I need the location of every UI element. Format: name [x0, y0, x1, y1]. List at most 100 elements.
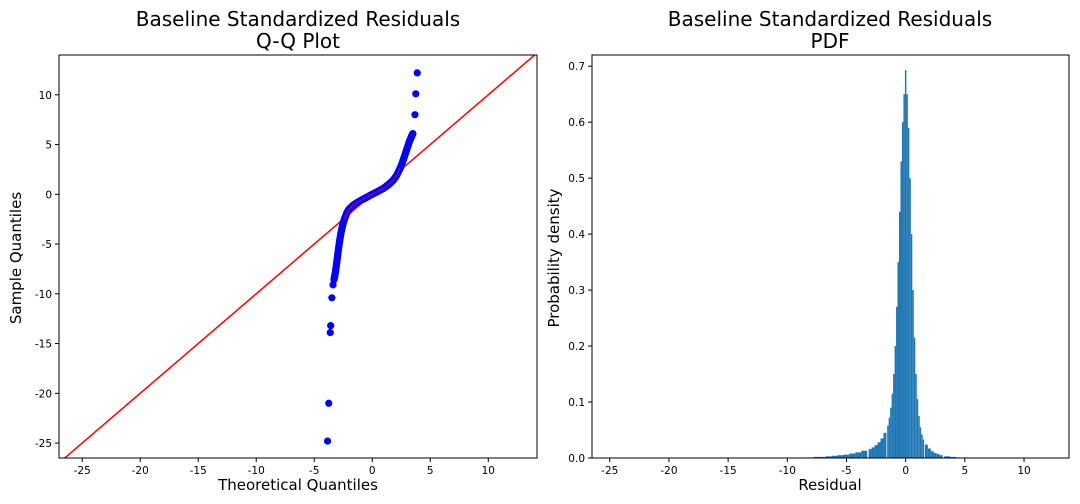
qq-plot-ticks: -25 -20 -15 -10 -5 0 5 10 -25 -20 -15 -10 -5 0 5 10	[35, 90, 495, 477]
qq-point-overlap-trace	[352, 202, 357, 207]
histogram-bar	[936, 454, 940, 458]
histogram-bar	[944, 456, 951, 458]
qq-plot-title-line-2: Q-Q Plot	[256, 29, 340, 53]
pdf-y-tick-label: 0.0	[568, 453, 585, 465]
histogram-bar	[868, 449, 872, 458]
pdf-x-tick-label: 0	[902, 465, 909, 477]
pdf-x-axis-label: Residual	[798, 476, 861, 494]
histogram-bar	[837, 455, 844, 458]
histogram-bar	[831, 455, 838, 458]
histogram-bar	[843, 454, 850, 458]
histogram-bar	[825, 456, 832, 458]
pdf-y-axis-label: Probability density	[545, 188, 563, 327]
qq-y-tick-label: 0	[45, 189, 52, 201]
histogram-bar	[910, 234, 913, 458]
qq-point	[323, 437, 332, 445]
qq-point-overlap-trace	[343, 213, 348, 220]
pdf-x-tick-label: -25	[601, 465, 618, 477]
histogram-bar	[903, 94, 905, 459]
histogram-bar	[909, 178, 911, 458]
qq-point-overlap-trace	[396, 168, 401, 176]
histogram-bar	[918, 416, 920, 458]
qq-point-overlap-trace	[383, 184, 389, 189]
histogram-bar	[933, 452, 937, 458]
qq-y-tick-label: 10	[39, 90, 52, 102]
qq-point	[409, 130, 417, 138]
histogram-bar	[855, 452, 862, 458]
qq-point-overlap-trace	[378, 187, 385, 192]
histogram-bar	[913, 337, 916, 458]
histogram-bar	[916, 399, 919, 458]
pdf-x-tick-label: 10	[1017, 465, 1030, 477]
histogram-bar	[922, 439, 925, 458]
pdf-title-line-2: PDF	[811, 29, 850, 53]
qq-point	[325, 399, 333, 407]
histogram-bar	[904, 70, 907, 459]
qq-reference-line	[63, 55, 536, 458]
qq-x-tick-label: 5	[427, 465, 434, 477]
qq-point-overlap-trace	[365, 195, 371, 199]
qq-point-overlap-trace	[360, 197, 366, 201]
histogram-bar	[907, 127, 910, 458]
qq-x-tick-label: -10	[248, 465, 265, 477]
qq-y-tick-label: -15	[35, 339, 52, 351]
histogram-bar	[899, 211, 901, 458]
histogram-bar	[927, 448, 931, 458]
histogram-bar	[890, 407, 892, 458]
histogram-bar	[874, 445, 878, 458]
qq-point-overlap-trace	[348, 205, 353, 210]
qq-point	[412, 90, 420, 98]
qq-point-overlap-trace	[369, 192, 375, 196]
qq-x-tick-label: 0	[369, 465, 376, 477]
qq-y-tick-label: 5	[45, 140, 52, 152]
histogram-bar	[900, 161, 902, 458]
qq-point	[413, 69, 421, 77]
pdf-x-tick-label: -20	[660, 465, 677, 477]
pdf-title-line-1: Baseline Standardized Residuals	[668, 7, 992, 31]
pdf-panel: Baseline Standardized Residuals PDF Resi…	[545, 7, 1070, 494]
qq-point-overlap-trace	[346, 208, 350, 214]
histogram-bar	[887, 425, 889, 458]
pdf-y-tick-label: 0.6	[568, 117, 585, 129]
pdf-x-tick-label: 5	[961, 465, 968, 477]
histogram-bar	[861, 450, 868, 458]
histogram-bar	[893, 374, 895, 458]
pdf-plot-frame	[591, 54, 1070, 459]
pdf-y-tick-label: 0.2	[568, 341, 585, 353]
qq-plot-y-axis-label: Sample Quantiles	[7, 192, 25, 324]
qq-y-tick-label: -20	[35, 388, 52, 400]
qq-x-tick-label: 10	[482, 465, 495, 477]
histogram-bar	[877, 442, 881, 458]
pdf-x-tick-label: -5	[841, 465, 851, 477]
qq-point	[411, 111, 419, 119]
qq-point	[327, 322, 335, 330]
pdf-histogram-bars	[802, 70, 968, 459]
histogram-bar	[813, 456, 820, 458]
histogram-bar	[883, 432, 887, 458]
histogram-bar	[888, 417, 891, 458]
qq-y-tick-label: -10	[35, 289, 52, 301]
qq-y-tick-label: -5	[42, 239, 52, 251]
histogram-bar	[849, 453, 856, 458]
pdf-y-tick-label: 0.5	[568, 173, 585, 185]
histogram-bar	[915, 374, 917, 458]
pdf-y-tick-label: 0.4	[568, 229, 585, 241]
histogram-bar	[897, 262, 900, 458]
histogram-bar	[891, 393, 894, 458]
histogram-bar	[901, 122, 904, 459]
qq-plot-x-axis-label: Theoretical Quantiles	[217, 476, 378, 494]
histogram-bar	[880, 438, 884, 458]
qq-point-overlap-trace	[374, 190, 380, 194]
histogram-bar	[819, 456, 826, 458]
qq-x-tick-label: -15	[190, 465, 207, 477]
pdf-y-tick-label: 0.3	[568, 285, 585, 297]
histogram-bar	[896, 306, 898, 458]
histogram-bar	[894, 346, 897, 458]
qq-plot-frame	[58, 54, 538, 459]
histogram-bar	[950, 456, 956, 458]
qq-point-overlap-trace	[392, 175, 398, 181]
histogram-bar	[871, 447, 875, 458]
histogram-bar	[924, 444, 928, 458]
histogram-bar	[921, 434, 923, 458]
